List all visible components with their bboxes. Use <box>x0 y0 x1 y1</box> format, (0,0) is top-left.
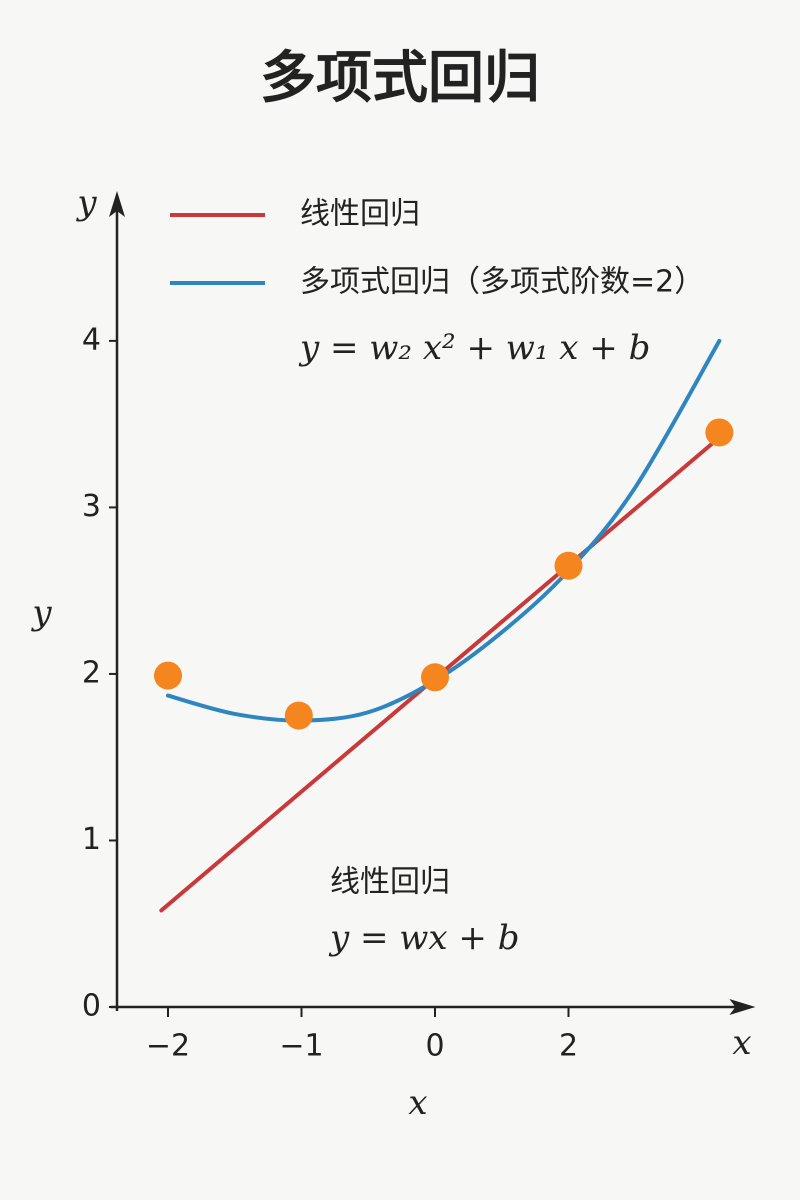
y-arrow-label: y <box>75 183 97 223</box>
annotation: 线性回归 <box>330 865 450 900</box>
fit-line <box>166 338 722 723</box>
y-arrow <box>109 191 125 217</box>
y-tick-label: 3 <box>82 489 101 524</box>
x-tick-label: 2 <box>559 1029 578 1064</box>
x-axis-label: x <box>408 1083 427 1123</box>
x-tick-label: −2 <box>146 1029 190 1064</box>
chart-title: 多项式回归 <box>260 46 540 111</box>
data-point <box>705 418 734 447</box>
y-tick-label: 2 <box>82 655 101 690</box>
equation: y = wx + b <box>328 918 519 958</box>
equation: y = w₂ x² + w₁ x + b <box>298 328 650 368</box>
x-arrow <box>729 999 756 1015</box>
data-point <box>154 661 182 690</box>
x-tick-label: −1 <box>279 1029 323 1064</box>
x-tick-label: 0 <box>425 1029 444 1064</box>
y-axis-label: y <box>30 593 52 633</box>
y-tick-label: 4 <box>82 322 101 357</box>
x-arrow-label: x <box>732 1023 751 1063</box>
data-point <box>554 551 583 580</box>
data-point <box>284 701 313 730</box>
data-point <box>421 663 449 692</box>
y-tick-label: 0 <box>82 989 101 1024</box>
legend-label: 多项式回归（多项式阶数=2） <box>300 265 704 300</box>
y-tick-label: 1 <box>82 822 101 857</box>
legend-label: 线性回归 <box>300 197 420 232</box>
